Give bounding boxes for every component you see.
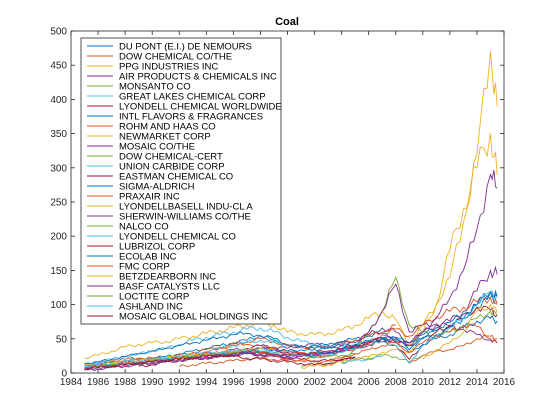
legend-entry: SHERWIN-WILLIAMS CO/THE: [119, 211, 251, 222]
legend-entry: AIR PRODUCTS & CHEMICALS INC: [119, 71, 277, 82]
legend-entry: BETZDEARBORN INC: [119, 271, 216, 282]
x-tick-label: 2008: [385, 377, 408, 388]
legend-entry: INTL FLAVORS & FRAGRANCES: [119, 111, 263, 122]
legend-entry: LYONDELL CHEMICAL CO: [119, 231, 236, 242]
y-tick-label: 0: [61, 369, 67, 380]
y-tick-label: 150: [50, 266, 67, 277]
y-tick-label: 200: [50, 232, 67, 243]
legend-entry: LYONDELL CHEMICAL WORLDWIDE: [119, 101, 282, 112]
x-tick-label: 1986: [87, 377, 110, 388]
x-tick-label: 2004: [331, 377, 354, 388]
x-tick-label: 1998: [249, 377, 272, 388]
y-tick-label: 500: [50, 27, 67, 38]
legend-entry: DOW CHEMICAL CO/THE: [119, 51, 232, 62]
legend-entry: UNION CARBIDE CORP: [119, 161, 225, 172]
x-tick-label: 1984: [60, 377, 83, 388]
legend-entry: GREAT LAKES CHEMICAL CORP: [119, 91, 266, 102]
chart-title: Coal: [275, 16, 299, 28]
series-line: [84, 51, 498, 360]
series-line: [84, 290, 498, 368]
y-tick-label: 300: [50, 163, 67, 174]
x-tick-label: 1988: [114, 377, 137, 388]
x-tick-label: 2006: [358, 377, 381, 388]
legend-entry: MONSANTO CO: [119, 81, 191, 92]
y-tick-label: 450: [50, 61, 67, 72]
legend-entry: LOCTITE CORP: [119, 291, 189, 302]
series-line: [341, 356, 383, 365]
x-tick-label: 2002: [303, 377, 326, 388]
legend-entry: DU PONT (E.I.) DE NEMOURS: [119, 41, 252, 52]
y-tick-label: 350: [50, 129, 67, 140]
series-line: [84, 169, 498, 372]
legend-entry: NALCO CO: [119, 221, 169, 232]
x-tick-label: 1994: [195, 377, 218, 388]
legend-entry: NEWMARKET CORP: [119, 131, 211, 142]
x-tick-label: 2016: [493, 377, 516, 388]
series-line: [84, 350, 247, 369]
legend-entry: FMC CORP: [119, 261, 170, 272]
x-tick-label: 1990: [141, 377, 164, 388]
legend-entry: LYONDELLBASELL INDU-CL A: [119, 201, 253, 212]
legend-entry: MOSAIC CO/THE: [119, 141, 195, 152]
legend-entry: EASTMAN CHEMICAL CO: [119, 171, 233, 182]
legend-entry: BASF CATALYSTS LLC: [119, 281, 220, 292]
x-tick-label: 1996: [222, 377, 245, 388]
x-tick-label: 2010: [412, 377, 435, 388]
y-tick-label: 250: [50, 198, 67, 209]
legend-entry: ROHM AND HAAS CO: [119, 121, 216, 132]
series-group: [84, 51, 498, 372]
series-line: [84, 326, 356, 366]
x-tick-label: 2012: [439, 377, 462, 388]
legend-entry: LUBRIZOL CORP: [119, 241, 195, 252]
y-tick-label: 50: [56, 334, 68, 345]
legend-entry: MOSAIC GLOBAL HOLDINGS INC: [119, 311, 268, 322]
y-tick-label: 100: [50, 300, 67, 311]
series-line: [84, 294, 498, 365]
legend-entry: ECOLAB INC: [119, 251, 177, 262]
legend-entry: DOW CHEMICAL-CERT: [119, 151, 223, 162]
legend-entry: ASHLAND INC: [119, 301, 183, 312]
axes-group: 1984 1986 1988 1990 1992 1994 1996 1998 2000 2002…: [50, 27, 515, 389]
series-line: [84, 354, 356, 371]
legend-entry: SIGMA-ALDRICH: [119, 181, 195, 192]
legend-box: [80, 37, 282, 325]
legend-entry: PRAXAIR INC: [119, 191, 180, 202]
series-line: [341, 353, 424, 364]
y-tick-label: 400: [50, 95, 67, 106]
legend-entry: PPG INDUSTRIES INC: [119, 61, 218, 72]
x-tick-label: 2000: [276, 377, 299, 388]
series-line: [422, 303, 498, 360]
x-tick-label: 1992: [168, 377, 191, 388]
x-tick-label: 2014: [466, 377, 489, 388]
